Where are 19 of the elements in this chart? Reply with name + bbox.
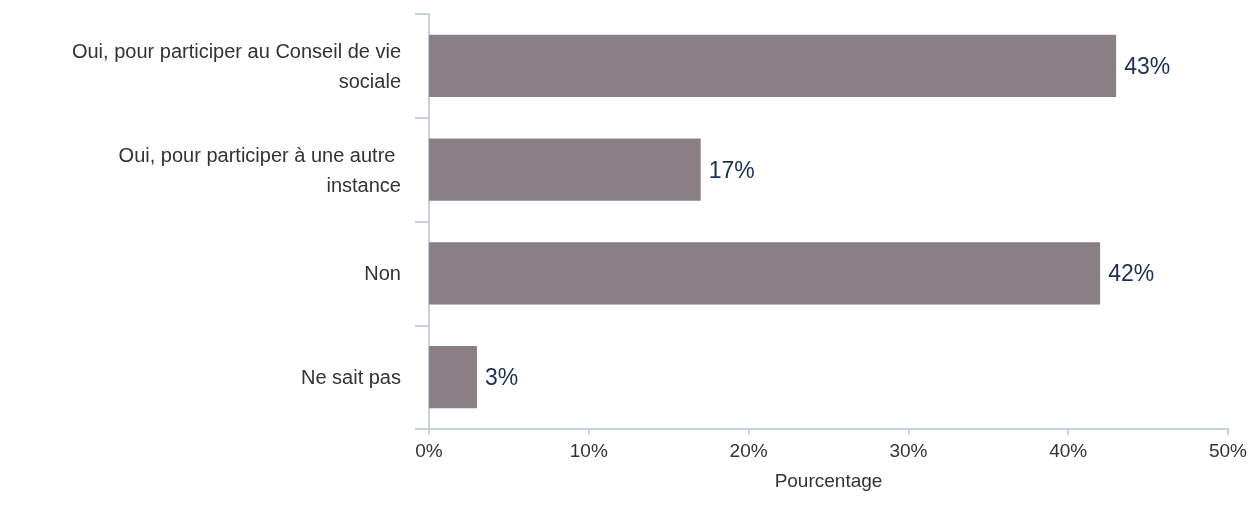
bar (429, 34, 1117, 97)
x-tick-label: 0% (415, 440, 443, 461)
bar (429, 242, 1101, 305)
y-tick-label: Non (364, 262, 401, 285)
x-tick-label: 40% (1049, 440, 1088, 461)
bar (429, 138, 701, 201)
x-tick-label: 20% (729, 440, 768, 461)
y-tick-label: Oui, pour participer à une autre instance (118, 143, 401, 196)
data-label: 3% (484, 364, 519, 391)
data-label: 42% (1108, 260, 1155, 287)
data-label: 43% (1124, 52, 1171, 79)
x-tick-label: 30% (889, 440, 928, 461)
x-tick-label: 50% (1208, 440, 1248, 461)
y-tick-label: Ne sait pas (300, 366, 401, 389)
data-label: 17% (708, 156, 755, 183)
bar (429, 346, 477, 409)
x-axis-title: Pourcentage (774, 470, 883, 491)
y-tick-label: Oui, pour participer au Conseil de vie sociale (71, 39, 401, 92)
x-tick-label: 10% (569, 440, 608, 461)
